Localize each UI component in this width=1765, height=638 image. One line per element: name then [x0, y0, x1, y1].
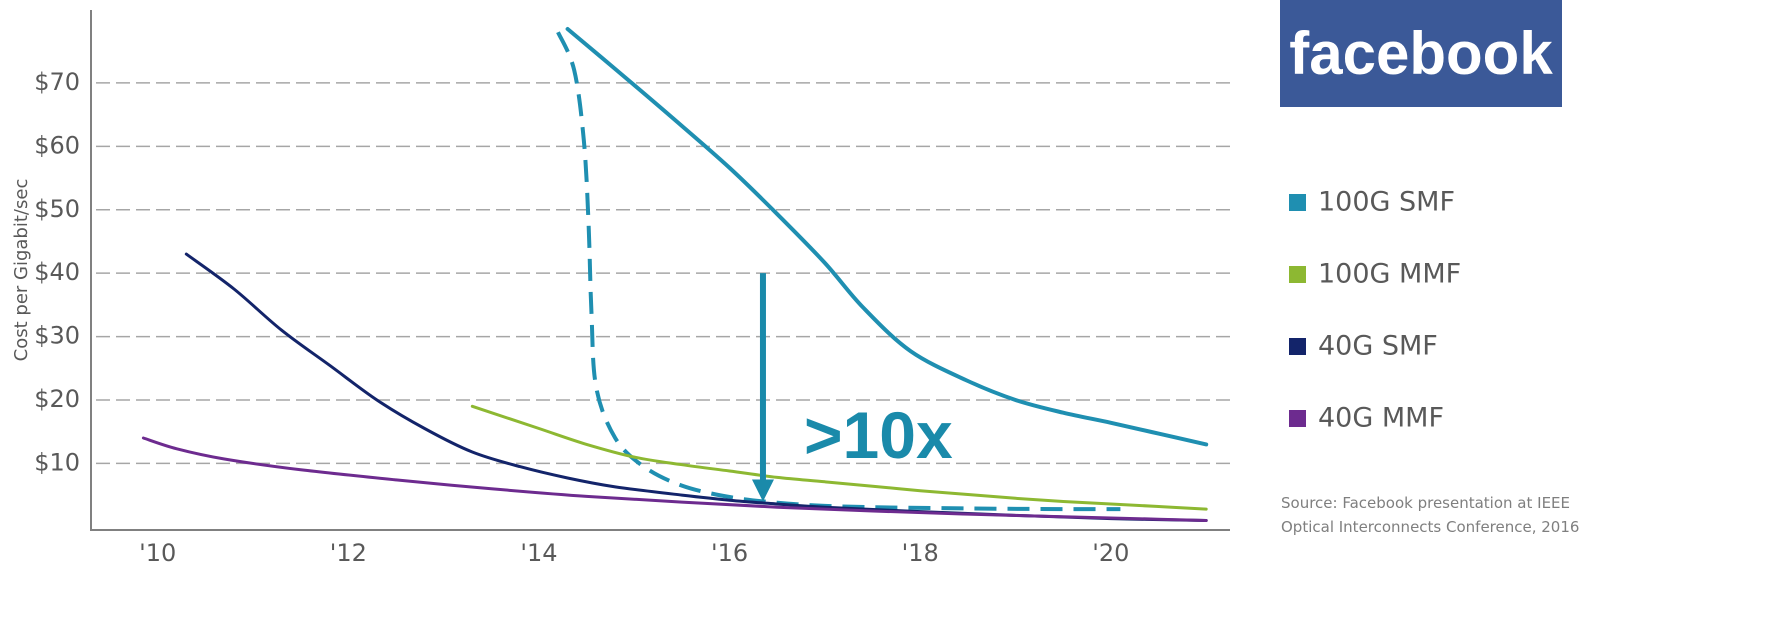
legend-label: 40G SMF: [1318, 331, 1438, 362]
legend-label: 40G MMF: [1318, 403, 1444, 434]
series-line-40g-smf: [184, 252, 1208, 522]
x-tick-label: '14: [520, 539, 557, 567]
y-tick-labels: $10 $20 $30 $40 $50 $60 $70: [34, 68, 80, 476]
series-line-100g-smf: [565, 27, 1209, 447]
logo-background: [1280, 0, 1562, 107]
series-line-100g-smf-dashed: [556, 31, 1121, 512]
gridlines: [96, 82, 1230, 465]
x-tick-label: '16: [711, 539, 748, 567]
y-tick-label: $30: [34, 322, 80, 350]
x-tick-label: '20: [1092, 539, 1129, 567]
x-tick-labels: '10 '12 '14 '16 '18 '20: [139, 539, 1129, 567]
y-tick-label: $10: [34, 448, 80, 476]
legend-label: 100G SMF: [1318, 187, 1455, 218]
legend: 100G SMF 100G MMF 40G SMF 40G MMF: [1289, 187, 1461, 434]
logo-text: facebook: [1289, 20, 1553, 87]
legend-swatch: [1289, 194, 1306, 211]
x-tick-label: '12: [330, 539, 367, 567]
arrow-head: [751, 479, 774, 502]
series-line-40g-mmf: [141, 436, 1208, 522]
legend-swatch: [1289, 338, 1306, 355]
y-tick-label: $50: [34, 195, 80, 223]
legend-swatch: [1289, 266, 1306, 283]
legend-label: 100G MMF: [1318, 259, 1461, 290]
x-tick-label: '18: [902, 539, 939, 567]
series-lines: [141, 27, 1209, 522]
y-tick-label: $40: [34, 258, 80, 286]
series-line-100g-mmf: [470, 404, 1208, 511]
source-line-1: Source: Facebook presentation at IEEE: [1281, 494, 1570, 512]
facebook-logo: facebook: [1280, 0, 1562, 107]
y-axis-label: Cost per Gigabit/sec: [11, 179, 32, 362]
y-tick-label: $60: [34, 131, 80, 159]
y-tick-label: $20: [34, 385, 80, 413]
y-tick-label: $70: [34, 68, 80, 96]
annotation-text: >10x: [804, 398, 953, 472]
source-line-2: Optical Interconnects Conference, 2016: [1281, 518, 1579, 536]
annotation-arrow: [751, 273, 774, 502]
legend-swatch: [1289, 410, 1306, 427]
axes: [90, 10, 1230, 531]
x-tick-label: '10: [139, 539, 176, 567]
